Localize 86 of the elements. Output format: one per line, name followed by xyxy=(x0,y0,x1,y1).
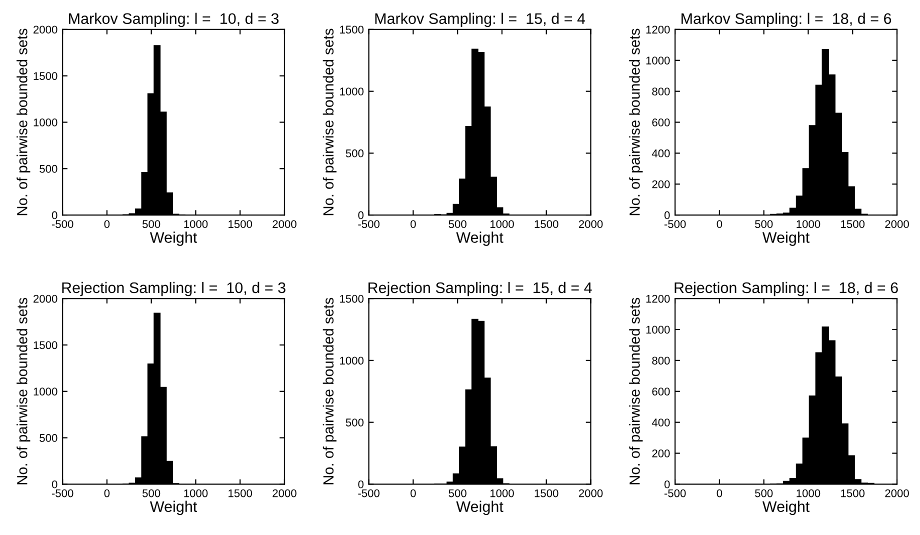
x-tick-label: 2000 xyxy=(885,220,909,228)
x-tick-label: 1000 xyxy=(490,489,514,498)
x-tick-label: 1000 xyxy=(490,220,514,228)
y-tick-label: 1200 xyxy=(646,26,670,34)
x-axis-title: Weight xyxy=(150,232,198,246)
y-tick-label: 800 xyxy=(652,356,670,365)
y-tick-label: 500 xyxy=(40,164,58,173)
chart-title: Rejection Sampling: l = 15, d = 4 xyxy=(368,282,592,296)
y-tick-label: 500 xyxy=(346,418,364,426)
y-tick-label: 0 xyxy=(664,480,670,488)
x-axis-title: Weight xyxy=(762,500,810,516)
y-tick-label: 500 xyxy=(346,149,364,158)
y-axis-title: No. of pairwise bounded sets xyxy=(629,28,643,216)
y-tick-label: 600 xyxy=(652,118,670,126)
y-tick-label: 400 xyxy=(652,418,670,426)
x-tick-label: 500 xyxy=(755,489,773,498)
y-tick-label: 1500 xyxy=(340,294,364,303)
y-tick-label: 0 xyxy=(664,211,670,220)
x-tick-label: 1000 xyxy=(184,489,208,498)
chart-title: Rejection Sampling: l = 18, d = 6 xyxy=(674,282,898,296)
x-tick-label: 0 xyxy=(716,220,722,228)
x-tick-label: -500 xyxy=(358,220,380,228)
x-tick-label: 1500 xyxy=(534,220,558,228)
y-tick-label: 1000 xyxy=(340,356,364,365)
y-axis-title: No. of pairwise bounded sets xyxy=(629,298,643,484)
x-axis-title: Weight xyxy=(456,500,504,516)
y-tick-label: 500 xyxy=(40,434,58,442)
y-tick-label: 0 xyxy=(358,211,364,220)
x-tick-label: 1000 xyxy=(184,220,208,228)
y-tick-label: 0 xyxy=(52,480,58,488)
chart-title: Markov Sampling: l = 18, d = 6 xyxy=(682,12,892,28)
chart-title: Rejection Sampling: l = 10, d = 3 xyxy=(62,282,286,296)
y-tick-label: 1000 xyxy=(646,56,670,64)
x-tick-label: 2000 xyxy=(578,489,603,498)
y-tick-label: 200 xyxy=(652,180,670,188)
x-tick-label: 1000 xyxy=(796,489,820,498)
y-tick-label: 200 xyxy=(652,450,670,458)
x-tick-label: 500 xyxy=(448,489,466,498)
x-tick-label: 2000 xyxy=(578,220,603,228)
x-tick-label: 1000 xyxy=(796,220,820,228)
y-tick-label: 1000 xyxy=(34,118,58,126)
y-axis-title: No. of pairwise bounded sets xyxy=(16,298,30,484)
x-tick-label: 2000 xyxy=(272,489,296,498)
x-tick-label: 500 xyxy=(142,489,160,498)
x-tick-label: 2000 xyxy=(272,220,296,228)
chart-title: Markov Sampling: l = 15, d = 4 xyxy=(375,12,586,28)
y-tick-label: 1000 xyxy=(646,326,670,334)
x-tick-label: -500 xyxy=(52,220,74,228)
y-tick-label: 800 xyxy=(652,88,670,96)
x-tick-label: -500 xyxy=(52,489,74,498)
x-axis-title: Weight xyxy=(150,500,198,516)
x-axis-title: Weight xyxy=(762,232,810,246)
x-tick-label: 1500 xyxy=(841,220,865,228)
y-tick-label: 1000 xyxy=(340,88,364,96)
y-tick-label: 2000 xyxy=(34,26,58,34)
x-tick-label: 0 xyxy=(104,489,110,498)
x-tick-label: -500 xyxy=(664,489,686,498)
y-tick-label: 1200 xyxy=(646,294,670,303)
x-tick-label: 2000 xyxy=(885,489,909,498)
x-tick-label: 1500 xyxy=(228,489,252,498)
y-tick-label: 400 xyxy=(652,149,670,158)
x-tick-label: 500 xyxy=(448,220,466,228)
y-tick-label: 600 xyxy=(652,388,670,396)
x-tick-label: 0 xyxy=(410,220,416,228)
y-tick-label: 1000 xyxy=(34,388,58,396)
y-tick-label: 0 xyxy=(358,480,364,488)
y-tick-label: 1500 xyxy=(34,341,58,350)
x-tick-label: 1500 xyxy=(228,220,252,228)
y-tick-label: 0 xyxy=(52,211,58,220)
y-tick-label: 2000 xyxy=(34,294,58,303)
y-axis-title: No. of pairwise bounded sets xyxy=(16,28,30,216)
x-tick-label: 1500 xyxy=(534,489,558,498)
x-tick-label: 1500 xyxy=(841,489,865,498)
x-axis-title: Weight xyxy=(456,232,504,246)
y-tick-label: 1500 xyxy=(340,26,364,34)
x-tick-label: 500 xyxy=(142,220,160,228)
x-tick-label: -500 xyxy=(358,489,380,498)
x-tick-label: 0 xyxy=(716,489,722,498)
x-tick-label: 0 xyxy=(410,489,416,498)
y-axis-title: No. of pairwise bounded sets xyxy=(322,298,336,484)
chart-title: Markov Sampling: l = 10, d = 3 xyxy=(69,12,279,28)
y-tick-label: 1500 xyxy=(34,72,58,80)
x-tick-label: -500 xyxy=(664,220,686,228)
y-axis-title: No. of pairwise bounded sets xyxy=(322,28,336,216)
x-tick-label: 500 xyxy=(755,220,773,228)
x-tick-label: 0 xyxy=(104,220,110,228)
